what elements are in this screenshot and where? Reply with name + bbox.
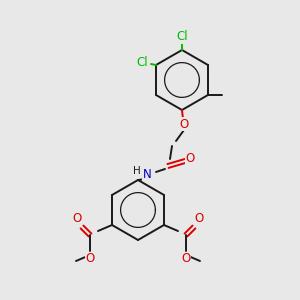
Text: O: O	[72, 212, 82, 224]
Text: O: O	[182, 253, 190, 266]
Text: O: O	[179, 118, 189, 130]
Text: O: O	[185, 152, 195, 164]
Text: H: H	[133, 166, 141, 176]
Text: O: O	[85, 253, 94, 266]
Text: Cl: Cl	[176, 31, 188, 44]
Text: Cl: Cl	[136, 56, 148, 70]
Text: O: O	[194, 212, 204, 224]
Text: N: N	[142, 167, 152, 181]
